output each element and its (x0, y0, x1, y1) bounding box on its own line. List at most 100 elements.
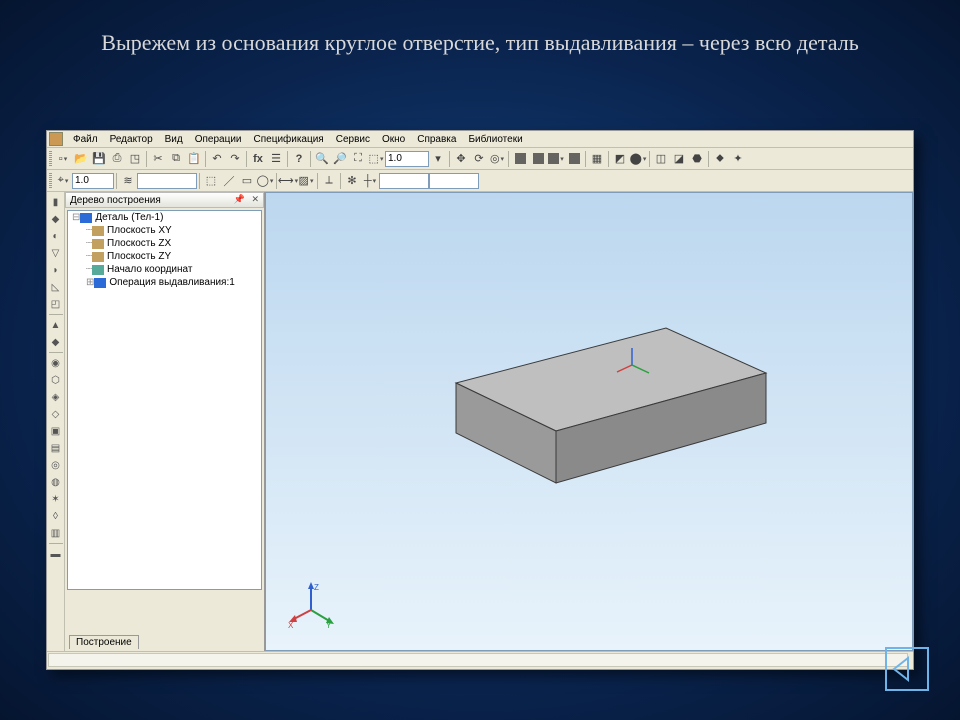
revolve-tool-icon[interactable]: ◐ (48, 228, 64, 244)
fx-button[interactable]: fx (249, 150, 267, 168)
constr-button[interactable]: ⟂ (320, 172, 338, 190)
zoom-fit-button[interactable]: ⛶ (349, 150, 367, 168)
extrude-tool-icon[interactable]: ▮ (48, 194, 64, 210)
mark-button[interactable]: ✻ (343, 172, 361, 190)
tree-node[interactable]: ┈ Начало координат (68, 263, 261, 276)
wire-button[interactable]: ▦ (588, 150, 606, 168)
plane-icon (92, 252, 104, 262)
menu-help[interactable]: Справка (411, 133, 462, 146)
circle-button[interactable]: ◯ (256, 172, 274, 190)
t14-icon[interactable]: ▬ (48, 546, 64, 562)
save-button[interactable]: 💾 (90, 150, 108, 168)
zoom-out-button[interactable]: 🔎 (331, 150, 349, 168)
toolbar-grip-icon[interactable] (49, 173, 52, 189)
paste-button[interactable]: 📋 (185, 150, 203, 168)
orbit-button[interactable]: ◎ (488, 150, 506, 168)
menu-service[interactable]: Сервис (330, 133, 376, 146)
zoom-input[interactable]: 1.0 (385, 151, 429, 167)
chamfer-tool-icon[interactable]: ◺ (48, 279, 64, 295)
b4-button[interactable]: ⬥ (711, 150, 729, 168)
fillet-tool-icon[interactable]: ◗ (48, 262, 64, 278)
menu-window[interactable]: Окно (376, 133, 411, 146)
part-icon (80, 213, 92, 223)
cut-tool-icon[interactable]: ◆ (48, 211, 64, 227)
rotate-view-button[interactable]: ⟳ (470, 150, 488, 168)
help-cursor-button[interactable]: ? (290, 150, 308, 168)
t9-icon[interactable]: ◎ (48, 457, 64, 473)
shell-tool-icon[interactable]: ◰ (48, 296, 64, 312)
cut-button[interactable]: ✂ (149, 150, 167, 168)
tree-body[interactable]: ⊟ Деталь (Тел-1) ┈ Плоскость XY ┈ Плоско… (67, 210, 262, 590)
layer-button[interactable]: ≋ (119, 172, 137, 190)
b2-button[interactable]: ◪ (670, 150, 688, 168)
tree-node[interactable]: ┈ Плоскость ZY (68, 250, 261, 263)
redo-button[interactable]: ↷ (226, 150, 244, 168)
coord-y-input[interactable] (429, 173, 479, 189)
tree-node-label: Плоскость ZX (107, 238, 171, 249)
t1-icon[interactable]: ▲ (48, 317, 64, 333)
nav-back-button[interactable] (884, 646, 930, 692)
snap-button[interactable]: ⌖ (54, 172, 72, 190)
props-button[interactable]: ☰ (267, 150, 285, 168)
t5-icon[interactable]: ◈ (48, 389, 64, 405)
view-iso-button[interactable] (511, 150, 529, 168)
model-block (396, 313, 776, 513)
toolbar-grip-icon[interactable] (49, 151, 52, 167)
view-more-button[interactable] (547, 150, 565, 168)
tree-node[interactable]: ┈ Плоскость ZX (68, 237, 261, 250)
zoom-window-button[interactable]: ⬚ (367, 150, 385, 168)
tree-root-node[interactable]: ⊟ Деталь (Тел-1) (68, 211, 261, 224)
print-button[interactable]: ⎙ (108, 150, 126, 168)
t12-icon[interactable]: ◊ (48, 508, 64, 524)
undo-button[interactable]: ↶ (208, 150, 226, 168)
t2-icon[interactable]: ◆ (48, 334, 64, 350)
dim-button[interactable]: ⟷ (279, 172, 297, 190)
coord-x-input[interactable] (379, 173, 429, 189)
tree-node[interactable]: ┈ Плоскость XY (68, 224, 261, 237)
zoom-step-button[interactable]: ▾ (429, 150, 447, 168)
t6-icon[interactable]: ◇ (48, 406, 64, 422)
shade-button[interactable] (565, 150, 583, 168)
t13-icon[interactable]: ▥ (48, 525, 64, 541)
menu-editor[interactable]: Редактор (104, 133, 159, 146)
t7-icon[interactable]: ▣ (48, 423, 64, 439)
line-button[interactable]: ／ (220, 172, 238, 190)
tree-node[interactable]: ⊞ Операция выдавливания:1 (68, 276, 261, 289)
menu-view[interactable]: Вид (159, 133, 189, 146)
loft-tool-icon[interactable]: ▽ (48, 245, 64, 261)
copy-button[interactable]: ⧉ (167, 150, 185, 168)
menu-spec[interactable]: Спецификация (248, 133, 330, 146)
menu-file[interactable]: Файл (67, 133, 104, 146)
t11-icon[interactable]: ✶ (48, 491, 64, 507)
t3-icon[interactable]: ◉ (48, 355, 64, 371)
zoom-in-button[interactable]: 🔍 (313, 150, 331, 168)
t8-icon[interactable]: ▤ (48, 440, 64, 456)
view-front-button[interactable] (529, 150, 547, 168)
viewport-3d[interactable]: Z Y X (265, 192, 913, 651)
pan-button[interactable]: ✥ (452, 150, 470, 168)
t10-icon[interactable]: ◍ (48, 474, 64, 490)
t4-icon[interactable]: ⬡ (48, 372, 64, 388)
render-button[interactable]: ⬤ (629, 150, 647, 168)
model-origin-axes-icon (612, 345, 652, 385)
hatch-button[interactable]: ▨ (297, 172, 315, 190)
ortho-button[interactable]: ┼ (361, 172, 379, 190)
sketch-button[interactable]: ⬚ (202, 172, 220, 190)
svg-text:Z: Z (314, 583, 319, 592)
view-axes-gizmo-icon: Z Y X (286, 580, 336, 630)
tree-tab[interactable]: Построение (69, 635, 139, 649)
open-button[interactable]: 📂 (72, 150, 90, 168)
b1-button[interactable]: ◫ (652, 150, 670, 168)
menu-libs[interactable]: Библиотеки (462, 133, 528, 146)
persp-button[interactable]: ◩ (611, 150, 629, 168)
new-doc-button[interactable]: ▫ (54, 150, 72, 168)
preview-button[interactable]: ◳ (126, 150, 144, 168)
scale-input[interactable]: 1.0 (72, 173, 114, 189)
tree-title-label: Дерево построения (70, 195, 161, 206)
b3-button[interactable]: ⬣ (688, 150, 706, 168)
b5-button[interactable]: ✦ (729, 150, 747, 168)
menu-operations[interactable]: Операции (189, 133, 248, 146)
rect-button[interactable]: ▭ (238, 172, 256, 190)
panel-controls-icon[interactable]: 📌 ✕ (234, 194, 261, 205)
layer-select[interactable] (137, 173, 197, 189)
